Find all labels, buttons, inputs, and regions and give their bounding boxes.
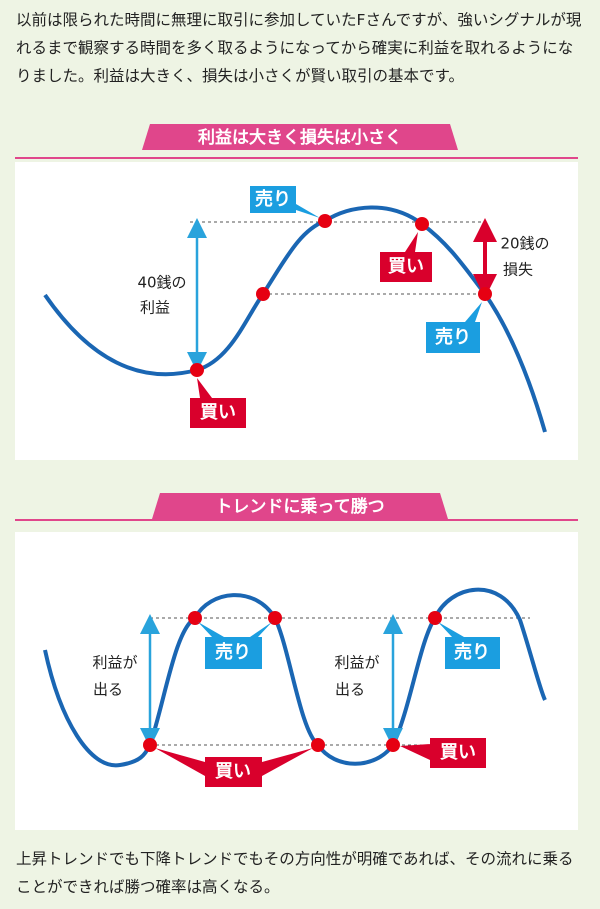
buy-label: 買い [440,742,476,763]
panel [15,532,578,830]
point [478,287,492,301]
heading: トレンドに乗って勝つ [215,496,384,517]
heading-banner [142,124,458,150]
buy-label: 買い [215,761,251,782]
footer-text: 上昇トレンドでも下降トレンドでもその方向性が明確であれば、その流れに乗ることがで… [16,850,574,896]
buy-badge [400,738,486,768]
point [143,738,157,752]
intro-text: 以前は限られた時間に無理に取引に参加していたFさんですが、強いシグナルが現れるま… [16,11,582,85]
point [188,611,202,625]
point [256,287,270,301]
profit-note: 利益が [334,654,379,672]
loss-note: 損失 [503,261,533,279]
points [143,611,442,752]
profit-note: 利益が [92,654,137,672]
point [386,738,400,752]
price-curve [43,587,547,768]
sell-label: 売り [215,641,251,663]
buy-badge [155,748,313,787]
point [318,214,332,228]
section-2: トレンドに乗って勝つ 売り 売り 買い 買い 利益が 出る 利益が 出る [15,493,578,830]
point [268,611,282,625]
point [190,363,204,377]
buy-badge [190,378,246,428]
sell-badge [438,622,500,669]
points [190,214,492,377]
profit-note: 40銭の [137,274,186,292]
sell-label: 売り [454,641,490,663]
panel [15,162,578,460]
point [415,217,429,231]
point [311,738,325,752]
sell-badge [250,186,320,218]
profit-note: 利益 [140,299,170,317]
sell-badge [198,622,272,669]
profit-note: 出る [335,681,365,699]
sell-label: 売り [435,326,471,348]
loss-note: 20銭の [500,235,549,253]
profit-note: 出る [93,681,123,699]
sell-badge [426,302,482,353]
section-1: 利益は大きく損失は小さく 売り 買い 売り 買い 40銭の 利益 20銭の 損失 [15,124,578,460]
sell-label: 売り [255,188,291,210]
buy-label: 買い [200,402,236,423]
buy-badge [380,232,432,282]
buy-label: 買い [388,256,424,277]
point [428,611,442,625]
heading: 利益は大きく損失は小さく [198,127,402,148]
heading-banner [152,493,448,519]
